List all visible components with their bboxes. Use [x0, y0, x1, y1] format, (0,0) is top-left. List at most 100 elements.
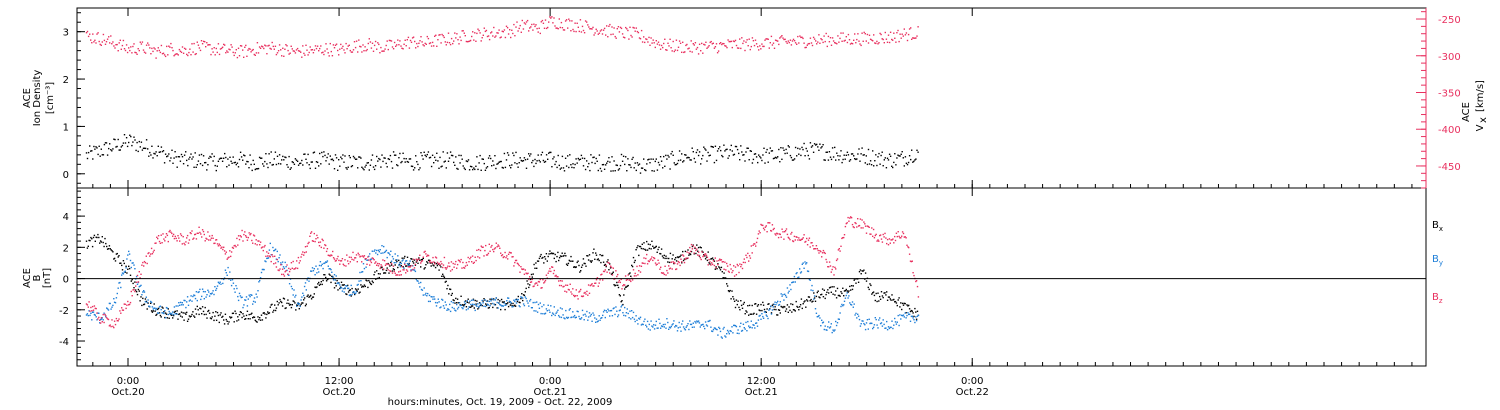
bx-point	[247, 318, 249, 320]
by-point	[392, 258, 395, 260]
density-point	[169, 160, 171, 162]
density-point	[564, 157, 567, 159]
vx-point	[480, 40, 482, 42]
vx-point	[242, 49, 244, 51]
by-point	[420, 288, 423, 291]
by-point	[363, 267, 366, 270]
vx-point	[449, 43, 452, 46]
bz-point	[414, 263, 417, 266]
bx-point	[113, 258, 115, 260]
bz-point	[277, 269, 279, 271]
bx-point	[596, 258, 599, 261]
density-point	[364, 166, 366, 168]
bx-point	[112, 251, 114, 253]
bx-point	[808, 296, 811, 298]
bottom-panel-frame	[76, 187, 1427, 367]
legend-by-sub: y	[1439, 259, 1443, 267]
by-point	[175, 305, 177, 307]
vx-point	[218, 53, 221, 56]
density-point	[512, 152, 514, 154]
bz-point	[733, 275, 736, 277]
bz-point	[156, 236, 158, 238]
density-point	[196, 164, 198, 166]
by-point	[224, 269, 227, 271]
vx-point	[488, 38, 491, 41]
bx-point	[212, 311, 214, 314]
density-point	[100, 148, 102, 150]
bx-point	[669, 252, 672, 255]
density-point	[603, 168, 606, 170]
bx-point	[706, 259, 709, 262]
by-point	[545, 308, 548, 310]
density-point	[496, 163, 498, 165]
bz-point	[88, 301, 90, 303]
bx-point	[248, 313, 250, 316]
bx-point	[761, 309, 763, 312]
by-point	[883, 323, 885, 326]
vx-point	[613, 27, 615, 29]
vx-point	[393, 41, 396, 44]
density-point	[821, 146, 823, 148]
by-point	[916, 315, 919, 317]
vx-point	[262, 46, 264, 48]
bz-point	[457, 259, 460, 261]
density-point	[577, 157, 579, 160]
vx-point	[276, 52, 279, 54]
by-point	[750, 320, 752, 322]
bz-point	[648, 260, 650, 263]
bx-point	[420, 266, 422, 268]
bx-point	[467, 298, 469, 300]
density-point	[134, 139, 136, 141]
vx-point	[400, 45, 402, 47]
bz-point	[744, 261, 746, 264]
density-point	[422, 158, 424, 160]
bz-point	[493, 250, 495, 253]
density-point	[842, 158, 844, 161]
vx-point	[775, 39, 778, 42]
bz-point	[405, 272, 407, 274]
bx-point	[434, 266, 437, 269]
bz-point	[157, 237, 159, 240]
density-point	[723, 144, 725, 146]
bx-point	[429, 262, 431, 264]
density-point	[813, 143, 816, 145]
vx-point	[880, 33, 882, 36]
bz-point	[467, 256, 469, 259]
bx-point	[381, 267, 383, 269]
by-point	[786, 287, 789, 289]
bx-point	[602, 254, 604, 257]
density-point	[290, 167, 292, 169]
vx-point	[359, 45, 361, 48]
bx-point	[884, 292, 886, 294]
vx-point	[350, 51, 353, 53]
by-point	[801, 263, 803, 265]
bx-point	[456, 302, 458, 304]
bx-point	[241, 316, 243, 319]
vx-point	[544, 19, 547, 21]
density-point	[579, 158, 582, 160]
bx-point	[412, 260, 414, 263]
bz-point	[583, 292, 585, 294]
bx-point	[173, 311, 176, 313]
density-point	[765, 151, 767, 153]
density-point	[818, 149, 820, 151]
density-point	[746, 147, 748, 149]
bz-point	[831, 268, 833, 271]
bz-point	[772, 228, 774, 231]
density-point	[773, 157, 776, 159]
vx-point	[358, 39, 360, 41]
bz-point	[339, 260, 342, 262]
vx-point	[753, 44, 756, 47]
by-point	[364, 258, 366, 261]
vx-point	[150, 53, 152, 55]
bx-point	[470, 306, 472, 308]
bz-point	[676, 263, 679, 265]
density-point	[468, 169, 471, 171]
density-point	[113, 138, 115, 140]
bz-point	[533, 285, 535, 287]
density-point	[553, 156, 555, 158]
density-point	[478, 162, 480, 164]
bz-point	[507, 253, 510, 255]
bx-point	[339, 286, 342, 288]
bz-point	[113, 320, 116, 322]
